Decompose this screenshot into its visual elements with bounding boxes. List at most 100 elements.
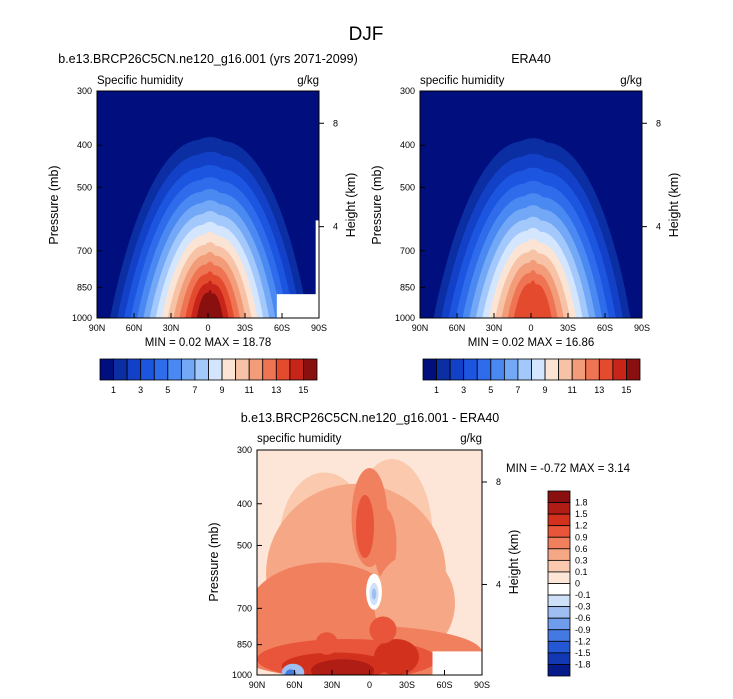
colorbar-label: -0.9 — [575, 625, 591, 635]
panel-diff: b.e13.BRCP26C5CN.ne120_g16.001 - ERA40 s… — [207, 411, 631, 690]
colorbar-swatch — [126, 358, 142, 381]
contour-band — [315, 632, 338, 655]
contour-band — [356, 495, 374, 558]
y-tick-label: 1000 — [395, 313, 415, 323]
y-tick-label: 500 — [400, 182, 415, 192]
colorbar-label: 13 — [594, 385, 604, 395]
colorbar-swatch — [153, 358, 169, 381]
x-tick-label: 30N — [486, 323, 503, 333]
x-tick-label: 30S — [237, 323, 253, 333]
colorbar-swatch — [262, 358, 277, 381]
contour-band — [374, 508, 397, 581]
y-tick-label: 400 — [400, 140, 415, 150]
y-tick-label: 700 — [400, 246, 415, 256]
colorbar-swatch — [547, 583, 571, 596]
colorbar-swatch — [449, 358, 465, 381]
colorbar-swatch — [463, 358, 478, 381]
contour-band — [374, 639, 419, 675]
x-tick-label: 0 — [367, 680, 372, 690]
colorbar-swatch — [208, 358, 223, 381]
colorbar-swatch — [476, 358, 492, 381]
colorbar-swatch — [547, 536, 571, 550]
colorbar-label: 11 — [568, 385, 577, 395]
y-tick-label: 850 — [400, 282, 415, 292]
colorbar-swatch — [598, 358, 614, 381]
colorbar-label: 3 — [461, 385, 466, 395]
colorbar-swatch — [194, 358, 209, 381]
colorbar-label: -0.3 — [575, 602, 591, 612]
colorbar-swatch — [235, 358, 250, 381]
colorbar-label: 3 — [138, 385, 143, 395]
colorbar-swatch — [547, 525, 571, 538]
colorbar-obs: 1 3 5 7 9 11 13 15 — [422, 358, 641, 395]
x-tick-label: 60N — [286, 680, 303, 690]
colorbar-swatch — [547, 571, 571, 584]
colorbar-label: -0.6 — [575, 613, 591, 623]
colorbar-label: 15 — [298, 385, 308, 395]
panel-title: b.e13.BRCP26C5CN.ne120_g16.001 (yrs 2071… — [58, 52, 358, 66]
x-tick-label: 30N — [324, 680, 341, 690]
colorbar-swatch — [544, 358, 560, 381]
colorbar-swatch — [167, 358, 182, 381]
colorbar-swatch — [517, 358, 532, 381]
x-tick-label: 90S — [311, 323, 327, 333]
left-label: Specific humidity — [97, 75, 184, 87]
colorbar-diff: 1.81.51.20.90.60.30.10-0.1-0.3-0.6-0.9-1… — [547, 490, 591, 677]
colorbar-label: 9 — [220, 385, 225, 395]
colorbar-swatch — [547, 606, 571, 619]
colorbar-swatch — [303, 358, 318, 381]
y-tick-label-right: 4 — [496, 579, 501, 589]
colorbar-label: 7 — [192, 385, 197, 395]
y-tick-label: 500 — [237, 540, 252, 550]
x-tick-label: 60S — [597, 323, 613, 333]
x-tick-label: 30S — [560, 323, 576, 333]
colorbar-swatch — [422, 358, 437, 381]
colorbar-label: 1 — [434, 385, 439, 395]
left-label: specific humidity — [257, 433, 342, 445]
colorbar-swatch — [547, 502, 571, 515]
colorbar-swatch — [547, 629, 571, 642]
y-tick-label: 300 — [237, 445, 252, 455]
axis-ticks: 90N 60N 30N 0 30S 60S 90S 300 400 500 700 850 1000 8 4 — [232, 445, 501, 690]
colorbar-model: 1 3 5 7 9 11 13 15 — [99, 358, 318, 395]
y-tick-label: 300 — [400, 86, 415, 96]
colorbar-swatch — [626, 358, 641, 381]
contour-band — [196, 289, 223, 318]
contour-band — [311, 659, 374, 675]
stats-text: MIN = 0.02 MAX = 18.78 — [145, 337, 272, 349]
colorbar-swatch — [490, 358, 505, 381]
y-tick-label: 300 — [77, 86, 92, 96]
colorbar-swatch — [547, 652, 571, 665]
colorbar-label: -1.2 — [575, 636, 591, 646]
y-tick-label: 700 — [237, 603, 252, 613]
stats-text: MIN = -0.72 MAX = 3.14 — [506, 463, 631, 475]
y-tick-label: 700 — [77, 246, 92, 256]
colorbar-label: -1.5 — [575, 648, 591, 658]
panel-title: ERA40 — [511, 52, 551, 66]
axis-ticks: 90N 60N 30N 0 30S 60S 90S 300 400 500 700 850 1000 8 4 — [72, 86, 338, 333]
missing-data-mask — [276, 294, 319, 318]
colorbar-swatch — [248, 358, 264, 381]
y-axis-label: Pressure (mb) — [47, 165, 61, 244]
colorbar-label: 1.2 — [575, 521, 588, 531]
colorbar-label: 0.9 — [575, 532, 588, 542]
x-tick-label: 90N — [412, 323, 429, 333]
colorbar-swatch — [436, 358, 451, 381]
colorbar-label: 1.5 — [575, 509, 588, 519]
panel-obs: ERA40 specific humidity g/kg 90N 60N 30N 0 3… — [370, 52, 681, 349]
left-label: specific humidity — [420, 75, 505, 87]
y-tick-label-right: 8 — [333, 118, 338, 128]
y-tick-label-right: 4 — [333, 222, 338, 232]
colorbar-swatch — [221, 358, 237, 381]
x-tick-label: 90S — [474, 680, 490, 690]
x-tick-label: 30N — [163, 323, 180, 333]
colorbar-swatch — [113, 358, 128, 381]
colorbar-label: 15 — [621, 385, 631, 395]
colorbar-label: 0 — [575, 579, 580, 589]
panel-model: b.e13.BRCP26C5CN.ne120_g16.001 (yrs 2071… — [47, 52, 358, 349]
right-label: g/kg — [297, 75, 319, 87]
axis-ticks: 90N 60N 30N 0 30S 60S 90S 300 400 500 700 850 1000 8 4 — [395, 86, 661, 333]
contour-layers — [257, 450, 482, 675]
colorbar-swatch — [547, 490, 571, 503]
